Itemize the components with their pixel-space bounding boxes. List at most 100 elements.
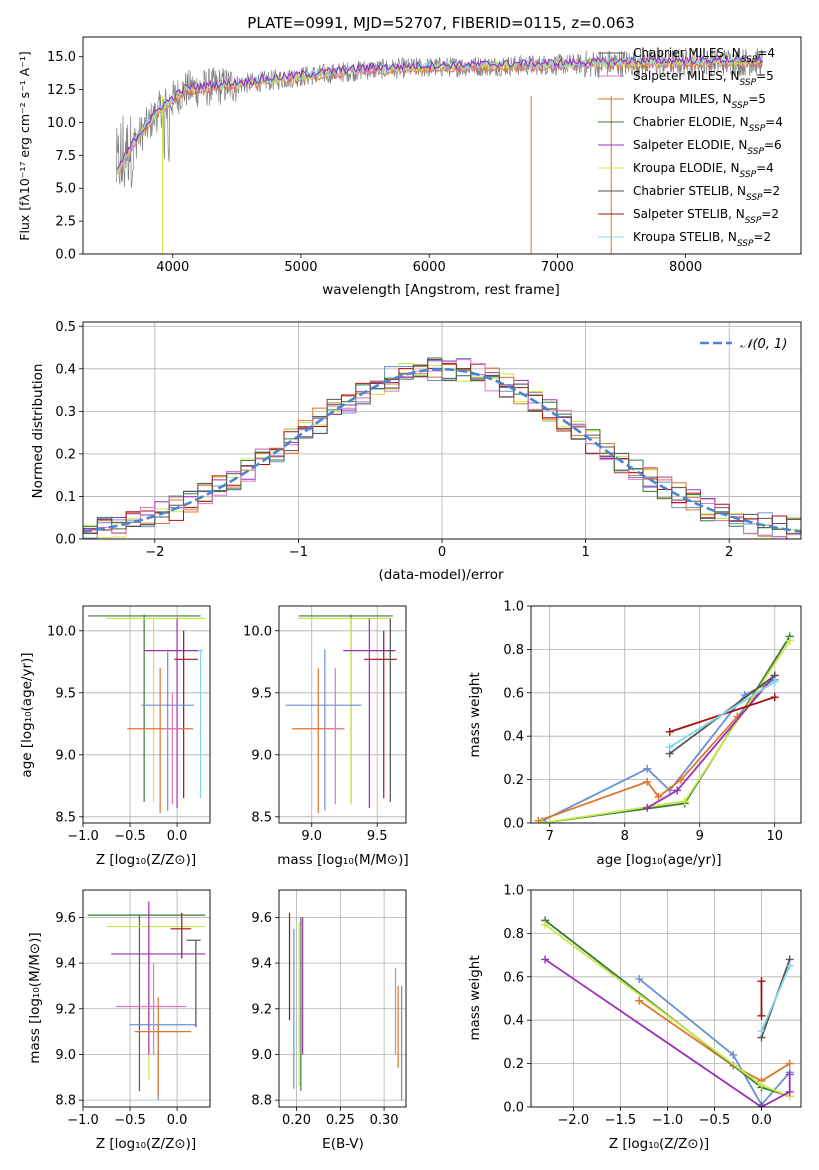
x-tick-label: −1.0 [652, 1113, 684, 1128]
mass-vs-metallicity-panel: −1.0 −0.5 0.0 8.8 9.0 9.2 9.4 9.6 Z [log₁₀(Z/Z⊙… [27, 889, 211, 1152]
x-tick-label: 9 [696, 829, 704, 844]
data-point-hist_blue [635, 974, 644, 983]
plot-area [115, 48, 764, 254]
data-point-kroupa_stelib [785, 961, 794, 970]
y-tick-label: 0.2 [55, 447, 76, 462]
y-tick-label: 9.2 [251, 1002, 272, 1017]
series-line-kroupa_miles [638, 999, 791, 1082]
x-tick-label: 5000 [284, 260, 317, 275]
y-tick-label: 0.8 [503, 643, 524, 658]
axes-frame [82, 889, 211, 1108]
x-tick-label: 10 [766, 829, 783, 844]
x-tick-label: −1.0 [67, 1113, 99, 1128]
legend-n: =2 [763, 184, 781, 198]
mass-weight-vs-metallicity-panel: −2.0 −1.5 −1.0 −0.5 0.0 0.0 0.2 0.4 0.6 0.8 1.0 Z … [467, 884, 802, 1152]
plot-area [87, 901, 206, 1101]
y-tick-label: 9.0 [251, 1048, 272, 1063]
y-tick-label: 9.6 [251, 911, 272, 926]
y-tick-label: 9.6 [55, 911, 76, 926]
plot-area [83, 357, 801, 539]
y-tick-label: 0.2 [503, 1057, 524, 1072]
x-tick-label: 0.0 [751, 1113, 772, 1128]
y-tick-label: 0.4 [503, 730, 524, 745]
legend-n: =5 [748, 92, 766, 106]
age-vs-Z-ylabel: age [log₁₀(age/yr)] [19, 652, 35, 777]
x-tick-label: 8 [621, 829, 629, 844]
age-vs-mass-panel: 9.0 9.5 8.5 9.0 9.5 10.0 mass [log₁₀(M/M⊙)] [243, 605, 409, 868]
data-point-hist_blue [643, 764, 652, 773]
data-point-salpeter_elodie [643, 803, 652, 812]
y-tick-label: 0.0 [503, 817, 524, 832]
data-point-kroupa_elodie [785, 636, 794, 645]
x-tick-label: −1 [289, 545, 308, 560]
legend-sub: SSP [745, 216, 762, 226]
y-tick-label: 0.0 [55, 533, 76, 548]
y-tick-label: 8.5 [251, 810, 272, 825]
data-point-salpeter_elodie [673, 786, 682, 795]
legend-n: =4 [756, 161, 774, 175]
x-tick-label: 4000 [156, 260, 189, 275]
ticks: 7 8 9 10 0.0 0.2 0.4 0.6 0.8 1.0 [503, 600, 783, 845]
series-line-hist_blue [638, 978, 791, 1107]
series-line-kroupa_stelib [669, 681, 776, 748]
age-vs-mass-xlabel: mass [log₁₀(M/M⊙)] [277, 852, 408, 868]
x-tick-label: 2 [725, 545, 733, 560]
residual-histogram-panel: −2 −1 0 1 2 0.0 0.1 0.2 0.3 0.4 0.5 𝒩(0, 1) (data-m… [30, 320, 802, 583]
y-tick-label: 0.8 [503, 927, 524, 942]
age-vs-Z-xlabel: Z [log₁₀(Z/Z⊙)] [96, 852, 196, 868]
y-tick-label: 9.5 [251, 686, 272, 701]
data-point-salpeter_elodie [541, 955, 550, 964]
spectrum-title: PLATE=0991, MJD=52707, FIBERID=0115, z=0… [247, 14, 634, 32]
ticks: 4000 5000 6000 7000 8000 0.0 2.5 5.0 7.5 10.0 12.5… [47, 50, 702, 275]
legend-n: =2 [753, 230, 771, 244]
y-tick-label: 0.0 [55, 248, 76, 263]
axes-frame [530, 605, 802, 824]
age-vs-metallicity-panel: −1.0 −0.5 0.0 8.5 9.0 9.5 10.0 Z [log₁₀(Z/Z⊙)]… [19, 605, 211, 868]
legend-sub: SSP [749, 124, 766, 134]
y-tick-label: 9.0 [55, 748, 76, 763]
plot-area [285, 614, 397, 814]
axes-frame [82, 36, 802, 255]
spectrum-panel: PLATE=0991, MJD=52707, FIBERID=0115, z=0… [17, 14, 802, 298]
y-tick-label: 10.0 [47, 116, 76, 131]
y-tick-label: 0.5 [55, 320, 76, 335]
data-point-salpeter_stelib [770, 693, 779, 702]
legend-n: =4 [757, 46, 775, 60]
series-line-salpeter_elodie [544, 958, 791, 1107]
ticks: −1.0 −0.5 0.0 8.5 9.0 9.5 10.0 [47, 624, 187, 844]
y-tick-label: 0.3 [55, 405, 76, 420]
data-point-kroupa_stelib [757, 1027, 766, 1036]
plot-area [534, 632, 794, 823]
y-tick-label: 7.5 [55, 149, 76, 164]
data-point-kroupa_stelib [665, 743, 674, 752]
axes-frame [278, 605, 407, 824]
data-point-salpeter_elodie [785, 1087, 794, 1096]
plot-area [87, 614, 206, 814]
data-point-kroupa_elodie [680, 797, 689, 806]
mw-vs-age-ylabel: mass weight [467, 672, 483, 757]
x-tick-label: −2 [145, 545, 164, 560]
legend-n: =2 [761, 207, 779, 221]
x-tick-label: 0.30 [370, 1113, 399, 1128]
y-tick-label: 0.1 [55, 490, 76, 505]
x-tick-label: −0.5 [114, 1113, 146, 1128]
y-tick-label: 10.0 [243, 624, 272, 639]
grid [279, 890, 406, 1107]
model-line-salpeter_elodie [116, 54, 764, 169]
mass-vs-Z-ylabel: mass [log₁₀(M/M⊙)] [27, 932, 43, 1063]
axes-frame [82, 321, 802, 540]
y-tick-label: 9.0 [251, 748, 272, 763]
y-tick-label: 2.5 [55, 215, 76, 230]
x-tick-label: 0.0 [167, 1113, 188, 1128]
mass-vs-ebv-xlabel: E(B-V) [322, 1136, 364, 1152]
mass-vs-Z-xlabel: Z [log₁₀(Z/Z⊙)] [96, 1136, 196, 1152]
ticks: −2 −1 0 1 2 0.0 0.1 0.2 0.3 0.4 0.5 [55, 320, 733, 560]
data-point-kroupa_miles [785, 1059, 794, 1068]
x-tick-label: 7000 [541, 260, 574, 275]
y-tick-label: 1.0 [503, 884, 524, 899]
data-point-hist_blue [729, 1050, 738, 1059]
data-point-kroupa_elodie [541, 920, 550, 929]
x-tick-label: −1.0 [67, 829, 99, 844]
data-point-kroupa_elodie [538, 819, 547, 823]
